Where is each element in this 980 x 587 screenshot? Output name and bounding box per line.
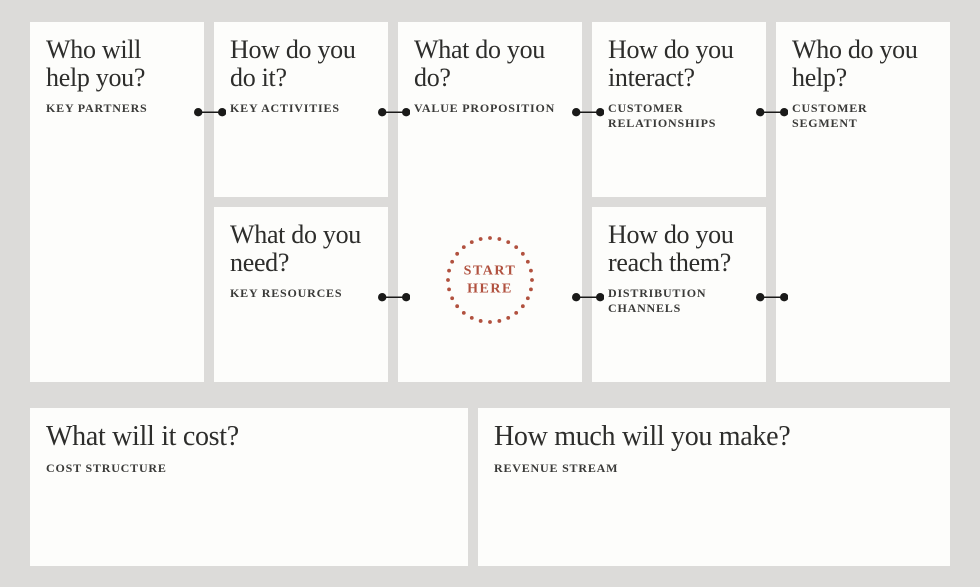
question-cost-structure: What will it cost? <box>46 422 452 452</box>
connector-icon <box>194 107 226 117</box>
question-key-resources: What do you need? <box>230 221 372 277</box>
label-revenue-stream: REVENUE STREAM <box>494 461 934 476</box>
block-customer-relationships: How do you interact? CUSTOMER RELATIONSH… <box>592 22 766 197</box>
block-value-proposition: What do you do? VALUE PROPOSITION START … <box>398 22 582 382</box>
block-cost-structure: What will it cost? COST STRUCTURE <box>30 408 468 566</box>
label-cost-structure: COST STRUCTURE <box>46 461 452 476</box>
question-key-partners: Who will help you? <box>46 36 188 92</box>
label-distribution-channels: DISTRIBUTION CHANNELS <box>608 286 750 316</box>
start-here-text: START HERE <box>464 263 517 298</box>
label-customer-segment: CUSTOMER SEGMENT <box>792 101 934 131</box>
block-revenue-stream: How much will you make? REVENUE STREAM <box>478 408 950 566</box>
block-key-activities: How do you do it? KEY ACTIVITIES <box>214 22 388 197</box>
label-key-activities: KEY ACTIVITIES <box>230 101 372 116</box>
connector-icon <box>378 107 410 117</box>
connector-icon <box>756 292 788 302</box>
business-model-canvas: Who will help you? KEY PARTNERS How do y… <box>30 22 950 566</box>
label-key-partners: KEY PARTNERS <box>46 101 188 116</box>
block-key-partners: Who will help you? KEY PARTNERS <box>30 22 204 382</box>
start-here-badge: START HERE <box>442 232 538 328</box>
connector-icon <box>756 107 788 117</box>
block-customer-segment: Who do you help? CUSTOMER SEGMENT <box>776 22 950 382</box>
connector-icon <box>572 292 604 302</box>
block-key-resources: What do you need? KEY RESOURCES <box>214 207 388 382</box>
connector-icon <box>378 292 410 302</box>
question-customer-relationships: How do you interact? <box>608 36 750 92</box>
question-key-activities: How do you do it? <box>230 36 372 92</box>
question-revenue-stream: How much will you make? <box>494 422 934 452</box>
connector-icon <box>572 107 604 117</box>
block-distribution-channels: How do you reach them? DISTRIBUTION CHAN… <box>592 207 766 382</box>
question-value-proposition: What do you do? <box>414 36 566 92</box>
label-customer-relationships: CUSTOMER RELATIONSHIPS <box>608 101 750 131</box>
question-distribution-channels: How do you reach them? <box>608 221 750 277</box>
label-value-proposition: VALUE PROPOSITION <box>414 101 566 116</box>
label-key-resources: KEY RESOURCES <box>230 286 372 301</box>
question-customer-segment: Who do you help? <box>792 36 934 92</box>
